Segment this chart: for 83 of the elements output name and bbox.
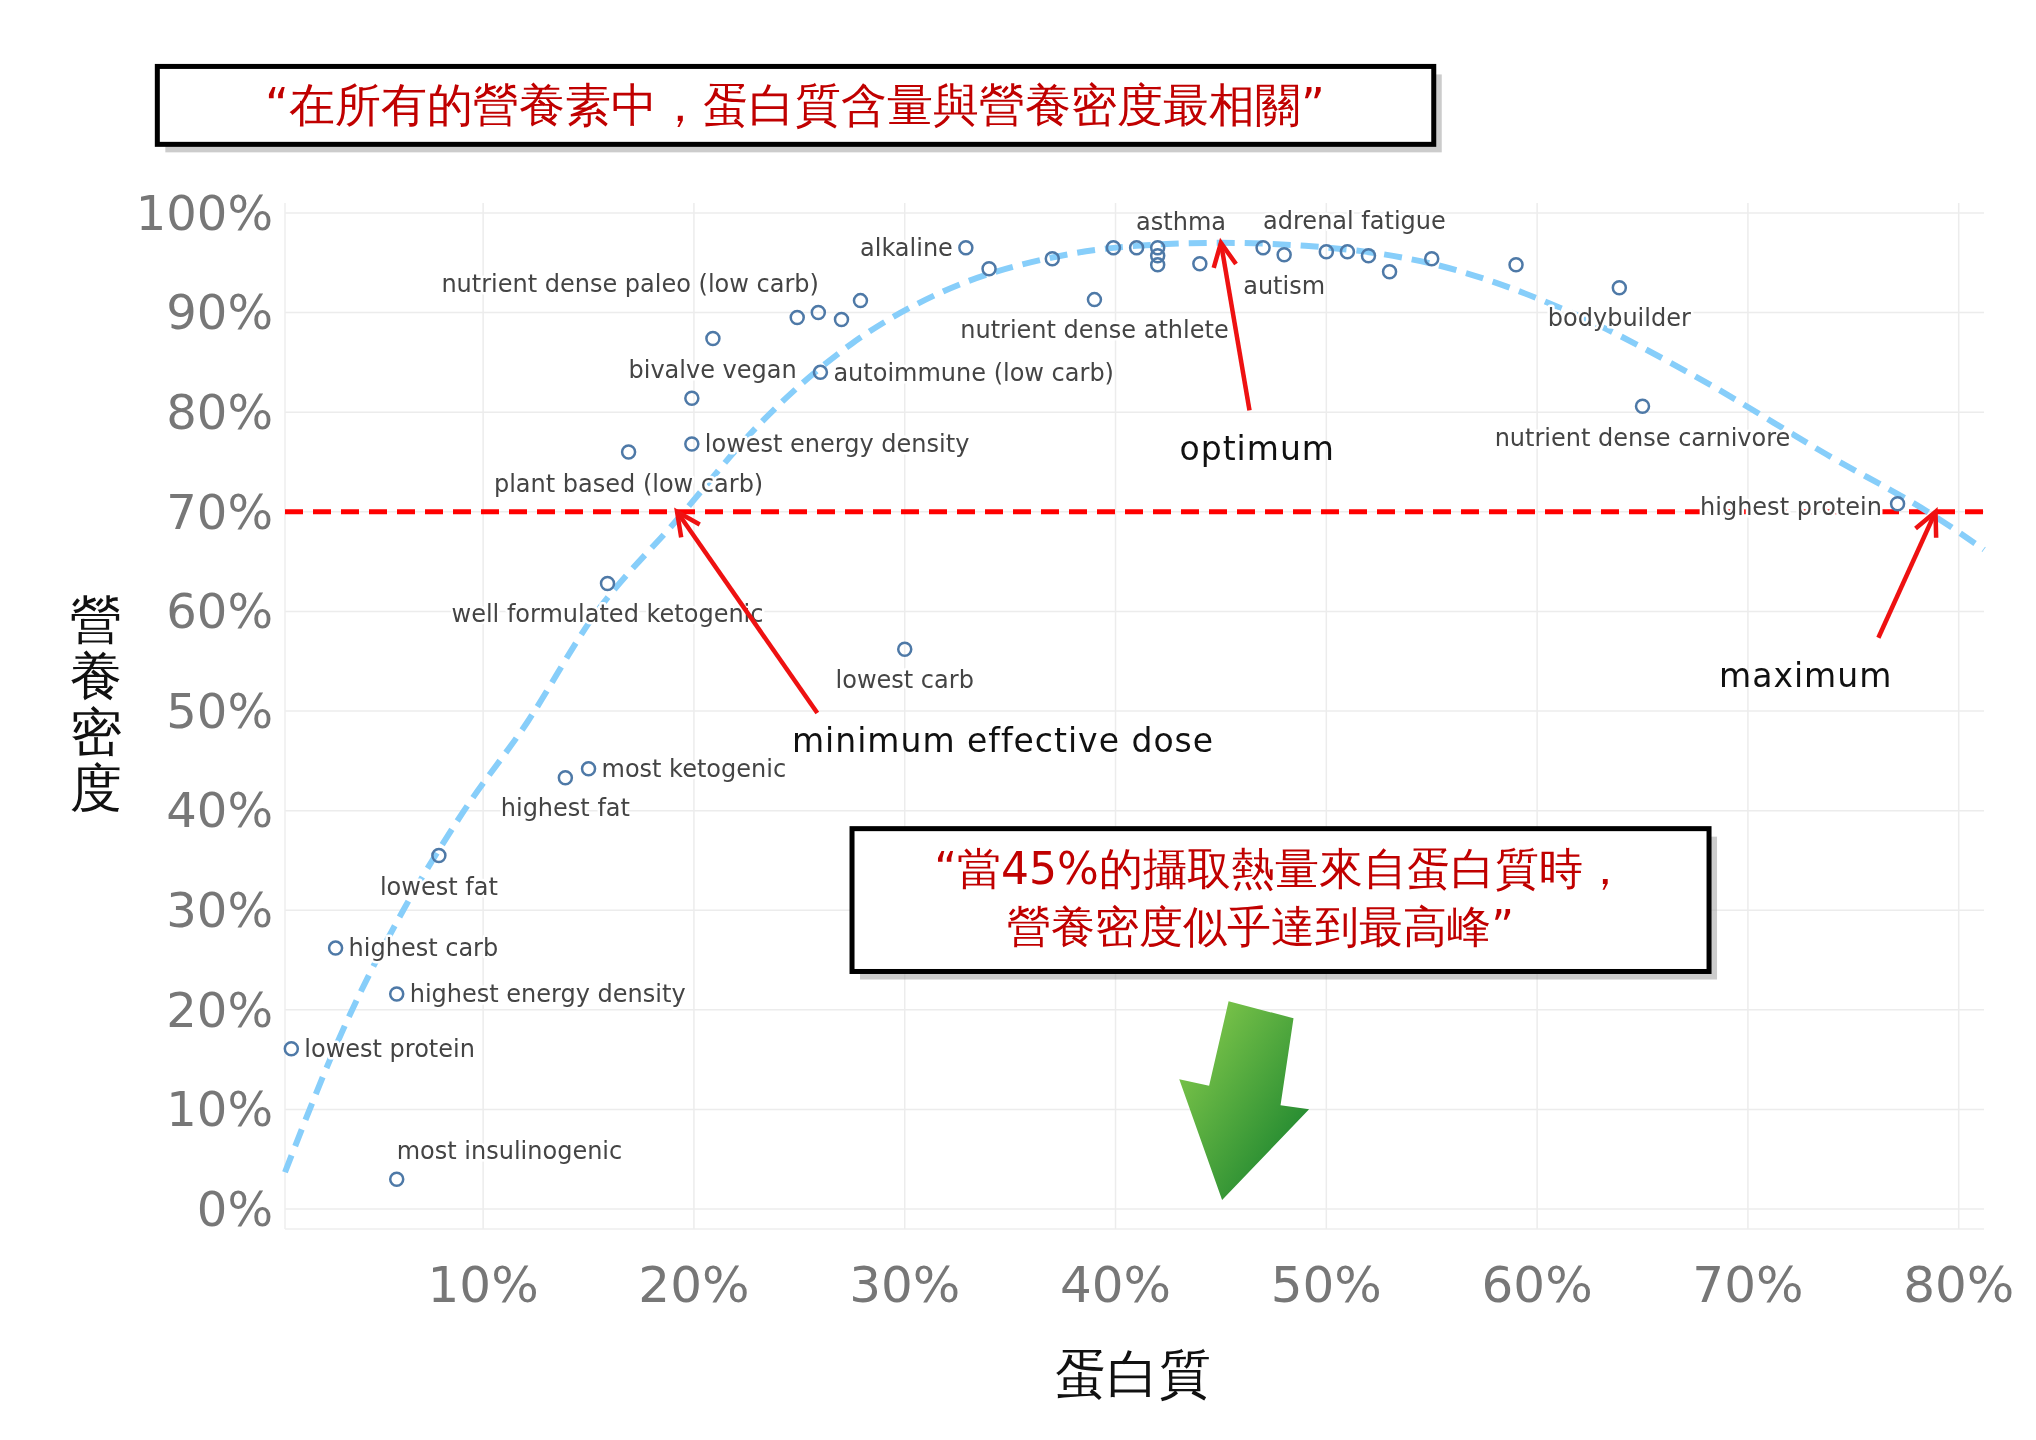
annotation: nutrient dense athlete [960, 315, 1229, 344]
x-tick-label: 70% [1692, 1255, 1804, 1314]
point [1105, 240, 1122, 256]
point [557, 770, 574, 786]
point [981, 260, 997, 277]
x-tick-label: 10% [427, 1255, 539, 1314]
point [833, 311, 850, 328]
y-axis-title: 營養密度 [70, 589, 123, 818]
point [896, 641, 913, 658]
x-tick-label: 60% [1481, 1255, 1593, 1314]
annotation: autism [1243, 272, 1326, 301]
point [431, 847, 447, 864]
annotation: asthma [1136, 208, 1227, 237]
y-tick-label: 30% [166, 882, 273, 939]
annotation: autoimmune (low carb) [833, 358, 1114, 387]
point [1339, 244, 1356, 260]
annotation: most insulinogenic [396, 1137, 623, 1166]
point [684, 436, 700, 452]
point [705, 330, 721, 347]
point [1634, 398, 1651, 414]
point [1360, 248, 1377, 264]
point [1044, 251, 1061, 267]
point [580, 761, 597, 777]
annotation: lowest protein [304, 1035, 475, 1064]
annotation: lowest energy density [704, 430, 970, 459]
y-tick-label: 80% [166, 383, 273, 440]
point [1423, 251, 1440, 267]
point [789, 309, 805, 326]
annotation: bivalve vegan [628, 356, 797, 385]
annotation: highest fat [500, 794, 630, 823]
annotation: minimum effective dose [791, 720, 1215, 760]
y-tick-label: 40% [166, 782, 273, 839]
point [620, 444, 637, 460]
y-tick-label: 20% [166, 981, 273, 1038]
point [684, 390, 700, 406]
point [1611, 279, 1628, 296]
point [1318, 244, 1335, 260]
point [1889, 496, 1906, 512]
annotation: maximum [1719, 655, 1893, 695]
point [1192, 256, 1208, 272]
y-tick-label: 90% [166, 284, 273, 341]
point [810, 304, 827, 321]
point [327, 940, 344, 956]
point [1149, 248, 1166, 264]
point [1381, 263, 1398, 280]
annotation: optimum [1179, 428, 1336, 468]
annotation: lowest carb [835, 665, 974, 694]
y-tick-label: 10% [166, 1081, 273, 1138]
y-tick-label: 100% [135, 184, 273, 241]
x-tick-label: 40% [1059, 1255, 1172, 1314]
y-tick-label: 70% [166, 483, 273, 540]
x-axis-title: 蛋白質 [1054, 1344, 1211, 1405]
annotation: alkaline [860, 234, 953, 263]
point [1255, 240, 1271, 256]
point [958, 240, 974, 256]
x-tick-label: 30% [849, 1255, 961, 1314]
x-tick-label: 20% [638, 1255, 750, 1314]
y-tick-label: 50% [166, 682, 273, 739]
point [852, 292, 869, 309]
chart-title: “在所有的營養素中，蛋白質含量與營養密度最相關” [265, 78, 1325, 133]
point [1508, 257, 1524, 273]
point [1149, 240, 1166, 256]
point [1086, 291, 1103, 308]
annotation: nutrient dense paleo (low carb) [441, 270, 819, 299]
point [388, 986, 405, 1002]
point [599, 575, 616, 592]
annotation: adrenal fatigue [1263, 206, 1446, 235]
point [1276, 247, 1292, 263]
y-tick-label: 0% [196, 1180, 273, 1237]
annotation: “當45%的攝取熱量來自蛋白質時，營養密度似乎達到最高峰” [934, 843, 1627, 953]
annotation: most ketogenic [601, 755, 787, 784]
y-tick-label: 60% [166, 583, 273, 640]
annotation: nutrient dense carnivore [1494, 423, 1791, 452]
annotation: plant based (low carb) [493, 469, 764, 498]
point [283, 1040, 300, 1057]
annotation: highest carb [348, 934, 499, 963]
point [388, 1171, 405, 1187]
x-tick-label: 50% [1270, 1255, 1382, 1314]
point [1128, 240, 1145, 256]
point [1149, 257, 1166, 273]
annotation: highest energy density [409, 980, 686, 1009]
point [812, 364, 829, 381]
x-tick-label: 80% [1903, 1255, 2015, 1314]
